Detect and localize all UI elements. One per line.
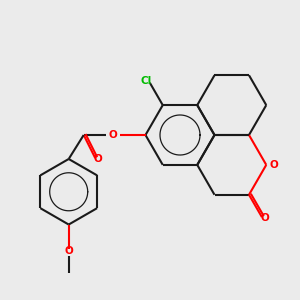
Text: O: O — [93, 154, 102, 164]
Text: O: O — [64, 246, 73, 256]
Text: Cl: Cl — [141, 76, 152, 86]
Text: O: O — [260, 214, 269, 224]
Text: O: O — [109, 130, 117, 140]
Text: O: O — [269, 160, 278, 170]
